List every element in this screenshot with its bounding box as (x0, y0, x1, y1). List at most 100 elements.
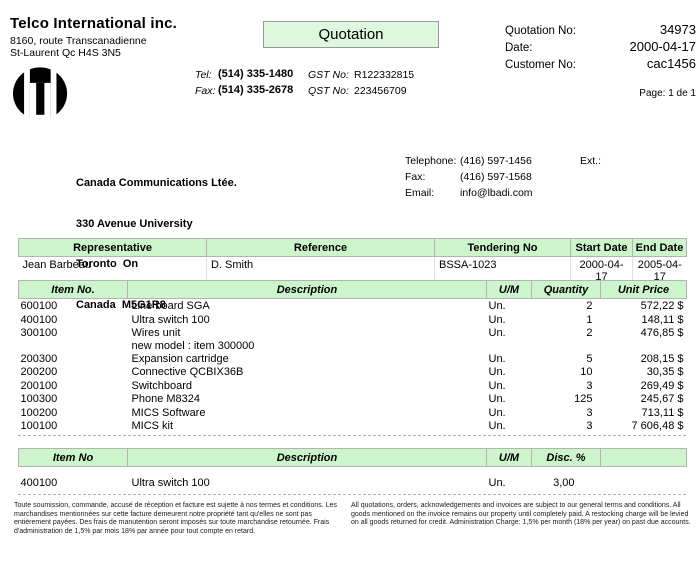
customer-no-row: Customer No: cac1456 (505, 56, 696, 73)
qst-value: 223456709 (354, 85, 407, 97)
customer-no-label: Customer No: (505, 59, 576, 71)
customer-ext-label: Ext.: (580, 155, 602, 167)
discount-table: Item No Description U/M Disc. % 400100 U… (18, 448, 687, 495)
representative-data-row: Jean Barbeau D. Smith BSSA-1023 2000-04-… (18, 256, 687, 283)
quantity-cell: 2 (586, 300, 593, 312)
um-cell: Un. (488, 420, 506, 432)
tendering-no-value: BSSA-1023 (434, 256, 571, 283)
table-row: 400100 Ultra switch 100 Un. 1 148,11 $ (19, 313, 687, 327)
item-no-cell: 300100 (20, 327, 58, 339)
date-row: Date: 2000-04-17 (505, 39, 696, 56)
description-cell: MICS kit (131, 420, 174, 432)
um-cell: Un. (488, 393, 506, 405)
item-no-cell: 200200 (20, 366, 58, 378)
representative-value: Jean Barbeau (18, 256, 207, 283)
quantity-cell: 3 (586, 406, 593, 419)
representative-table: Representative Reference Tendering No St… (18, 238, 687, 287)
table-row: 200200 Connective QCBIX36B Un. 10 30,35 … (19, 365, 687, 379)
description-header: Description (127, 280, 487, 299)
customer-fax-label: Fax: (405, 171, 426, 183)
um-cell: Un. (488, 379, 506, 392)
customer-telephone-value: (416) 597-1456 (460, 155, 532, 167)
um-cell: Un. (488, 477, 506, 489)
start-date-value: 2000-04-17 (570, 256, 633, 283)
item-no-cell: 200300 (20, 352, 58, 365)
date-label: Date: (505, 42, 533, 54)
items-header-row: Item No. Description U/M Quantity Unit P… (18, 280, 687, 299)
unit-price-cell: 30,35 $ (646, 366, 684, 378)
um-cell: Un. (488, 327, 506, 339)
item-no-cell: 400100 (20, 313, 58, 326)
discount-header-row: Item No Description U/M Disc. % (18, 448, 687, 467)
terms-english: All quotations, orders, acknowledgements… (351, 502, 691, 526)
item-no-header: Item No. (18, 280, 128, 299)
description-cell: Connective QCBIX36B (131, 366, 244, 378)
quantity-cell: 10 (580, 366, 593, 378)
item-no-cell: 100200 (20, 406, 58, 419)
table-row: 400100 Ultra switch 100 Un. 3,00 (19, 467, 687, 492)
description-cell: Phone M8324 (131, 393, 201, 405)
customer-name: Canada Communications Ltée. (76, 177, 237, 189)
um-cell: Un. (488, 366, 506, 378)
quantity-cell: 5 (586, 352, 593, 365)
quotation-no-row: Quotation No: 34973 (505, 22, 696, 39)
customer-email-label: Email: (405, 187, 435, 199)
description-cell: Switchboard (131, 379, 193, 392)
unit-price-header: Unit Price (600, 280, 687, 299)
unit-price-cell: 713,11 $ (641, 406, 684, 419)
unit-price-cell: 572,22 $ (640, 300, 684, 312)
disc-description-header: Description (127, 448, 487, 467)
description-cell: Expansion cartridge (131, 352, 229, 365)
company-address-line2: St-Laurent Qc H4S 3N5 (10, 47, 121, 59)
tel-label: Tel: (195, 69, 212, 81)
document-info-block: Quotation No: 34973 Date: 2000-04-17 Cus… (505, 22, 696, 73)
disc-um-header: U/M (486, 448, 532, 467)
quantity-cell: 2 (586, 327, 593, 339)
unit-price-cell: 269,49 $ (640, 379, 684, 392)
description-cell: Wires unit new model : item 300000 (131, 327, 255, 352)
quantity-header: Quantity (531, 280, 601, 299)
customer-address-line1: 330 Avenue University (76, 217, 193, 230)
company-address-line1: 8160, route Transcanadienne (10, 35, 147, 47)
customer-no-value: cac1456 (646, 56, 696, 71)
representative-header: Representative (18, 238, 207, 257)
reference-header: Reference (206, 238, 435, 257)
disc-empty-header (600, 448, 687, 467)
item-no-cell: 100100 (20, 420, 58, 432)
unit-price-cell: 148,11 $ (641, 313, 684, 326)
quantity-cell: 125 (574, 393, 593, 405)
qst-label: QST No: (308, 85, 349, 97)
table-row: 200300 Expansion cartridge Un. 5 208,15 … (19, 352, 687, 366)
items-table: Item No. Description U/M Quantity Unit P… (18, 280, 687, 436)
description-cell: Line board SGA (131, 300, 210, 312)
date-value: 2000-04-17 (629, 39, 697, 54)
customer-address-line3: Canada M5G1R8 (76, 298, 166, 311)
description-cell: Ultra switch 100 (131, 477, 210, 489)
end-date-header: End Date (632, 238, 687, 257)
gst-label: GST No: (308, 69, 349, 81)
disc-percent-header: Disc. % (531, 448, 601, 467)
page-number: Page: 1 de 1 (639, 88, 696, 99)
item-no-cell: 100300 (20, 393, 58, 405)
representative-header-row: Representative Reference Tendering No St… (18, 238, 687, 257)
unit-price-cell: 7 606,48 $ (631, 420, 684, 432)
quantity-cell: 3 (586, 420, 593, 432)
customer-fax-value: (416) 597-1568 (460, 171, 532, 183)
fax-label: Fax: (195, 85, 216, 97)
um-cell: Un. (488, 300, 506, 312)
um-cell: Un. (488, 313, 506, 326)
start-date-header: Start Date (570, 238, 633, 257)
table-row: 300100 Wires unit new model : item 300000… (19, 326, 687, 352)
tel-value: (514) 335-1480 (218, 68, 294, 80)
unit-price-cell: 208,15 $ (640, 352, 684, 365)
reference-value: D. Smith (206, 256, 435, 283)
document-title: Quotation (263, 21, 439, 48)
item-no-cell: 600100 (20, 300, 58, 312)
table-row: 100100 MICS kit Un. 3 7 606,48 $ (19, 419, 687, 433)
description-cell: Ultra switch 100 (131, 313, 210, 326)
disc-item-no-header: Item No (18, 448, 128, 467)
item-no-cell: 200100 (20, 379, 58, 392)
company-address: 8160, route Transcanadienne St-Laurent Q… (10, 35, 177, 59)
item-no-cell: 400100 (20, 477, 58, 489)
